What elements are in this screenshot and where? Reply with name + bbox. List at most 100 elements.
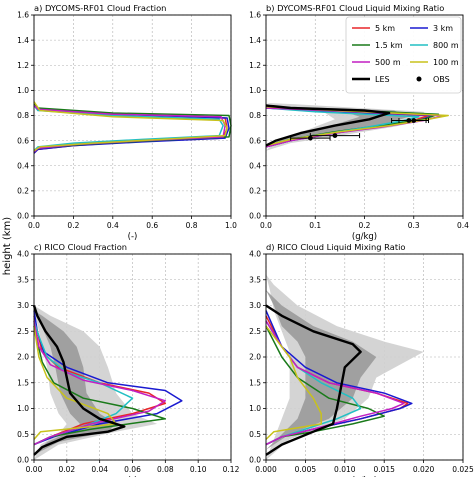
y-tick-label: 3.0 — [17, 301, 29, 310]
x-tick-label: 0.10 — [190, 465, 207, 474]
x-tick-label: 0.2 — [67, 221, 79, 230]
obs-point-3 — [411, 118, 417, 123]
y-tick-label: 2.5 — [249, 327, 261, 336]
line-1-5-km — [33, 325, 167, 446]
panel-title: d) RICO Cloud Liquid Mixing Ratio — [266, 242, 405, 252]
line-les — [265, 104, 391, 147]
y-tick-label: 1.6 — [249, 11, 261, 20]
legend-label: OBS — [433, 75, 450, 84]
y-tick-label: 1.2 — [17, 61, 29, 70]
x-tick-label: 0.4 — [457, 221, 469, 230]
legend-label: LES — [375, 75, 390, 84]
legend-item-5-km: 5 km — [352, 24, 395, 33]
legend-item-les: LES — [352, 75, 390, 84]
legend-item-800-m: 800 m — [410, 41, 459, 50]
legend-label: 800 m — [433, 41, 459, 50]
line-100-m — [33, 325, 117, 440]
line-500-m — [33, 320, 167, 446]
x-tick-label: 0.0 — [28, 221, 40, 230]
y-tick-label: 1.5 — [249, 378, 261, 387]
y-tick-label: 1.2 — [249, 61, 261, 70]
y-tick-label: 0.8 — [17, 111, 29, 120]
x-tick-label: 0.020 — [413, 465, 435, 474]
x-tick-label: 0.1 — [309, 221, 321, 230]
y-tick-label: 0.5 — [17, 430, 29, 439]
legend-item-obs: OBS — [416, 75, 450, 84]
legend-item-100-m: 100 m — [410, 58, 459, 67]
figure-ylabel: height (km) — [2, 217, 13, 275]
y-tick-label: 1.0 — [249, 86, 261, 95]
line-les — [32, 305, 126, 456]
x-tick-label: 1.0 — [225, 221, 237, 230]
x-tick-label: 0.0 — [260, 221, 272, 230]
legend-item-1-5-km: 1.5 km — [352, 41, 403, 50]
y-tick-label: 0.0 — [249, 456, 261, 465]
x-tick-label: 0.025 — [452, 465, 474, 474]
y-tick-label: 0.2 — [17, 187, 29, 196]
panel-1: 0.0 0.2 0.4 0.6 0.8 1.0 0.0 0.2 0.4 0.6 0.8 1.0 1.2 1… — [17, 3, 237, 242]
panel-title: c) RICO Cloud Fraction — [34, 242, 127, 252]
x-tick-label: 0.005 — [295, 465, 317, 474]
y-tick-label: 0.5 — [249, 430, 261, 439]
y-tick-label: 0.4 — [17, 161, 29, 170]
y-tick-label: 0.0 — [17, 456, 29, 465]
y-tick-label: 0.0 — [249, 212, 261, 221]
legend-item-3-km: 3 km — [410, 24, 453, 33]
x-tick-label: 0.06 — [124, 465, 141, 474]
y-tick-label: 2.0 — [17, 353, 29, 362]
y-tick-label: 2.0 — [249, 353, 261, 362]
y-tick-label: 3.5 — [17, 275, 29, 284]
obs-point-1 — [332, 133, 338, 139]
y-tick-label: 0.6 — [17, 136, 29, 145]
y-tick-label: 1.6 — [17, 11, 29, 20]
y-tick-label: 3.0 — [249, 301, 261, 310]
x-axis-label: (-) — [128, 232, 138, 242]
legend-item-500-m: 500 m — [352, 58, 401, 67]
band-spread-inner — [34, 310, 117, 455]
y-tick-label: 1.0 — [17, 86, 29, 95]
band-spread-inner — [266, 290, 377, 450]
legend-label: 5 km — [375, 24, 395, 33]
legend-label: 500 m — [375, 58, 401, 67]
y-tick-label: 0.2 — [249, 187, 261, 196]
x-tick-label: 0.04 — [91, 465, 108, 474]
x-axis-label: (g/kg) — [352, 232, 377, 242]
y-tick-label: 1.4 — [249, 36, 261, 45]
panel-4: 0.000 0.005 0.010 0.015 0.020 0.025 0.0 0.5 1.0 1… — [249, 242, 474, 477]
line-les — [265, 304, 362, 456]
legend-label: 3 km — [433, 24, 453, 33]
x-tick-label: 0.6 — [146, 221, 158, 230]
x-tick-label: 0.010 — [334, 465, 356, 474]
legend-label: 100 m — [433, 58, 459, 67]
y-tick-label: 1.0 — [17, 404, 29, 413]
y-tick-label: 4.0 — [249, 250, 261, 259]
panel-3: 0.00 0.02 0.04 0.06 0.08 0.10 0.12 0.0 0.5 1.0 1.5… — [17, 242, 240, 477]
y-tick-label: 2.5 — [17, 327, 29, 336]
y-tick-label: 0.4 — [249, 161, 261, 170]
y-tick-label: 0.8 — [249, 111, 261, 120]
line-100-m — [265, 325, 322, 440]
x-tick-label: 0.08 — [157, 465, 174, 474]
y-tick-label: 1.4 — [17, 36, 29, 45]
y-tick-label: 3.5 — [249, 275, 261, 284]
x-tick-label: 0.8 — [186, 221, 198, 230]
panel-title: b) DYCOMS-RF01 Cloud Liquid Mixing Ratio — [266, 3, 444, 13]
legend-marker-obs — [416, 76, 422, 82]
panel-title: a) DYCOMS-RF01 Cloud Fraction — [34, 3, 166, 13]
x-tick-label: 0.015 — [373, 465, 395, 474]
y-tick-label: 4.0 — [17, 250, 29, 259]
obs-point-0 — [307, 135, 313, 141]
legend-label: 1.5 km — [375, 41, 403, 50]
x-tick-label: 0.3 — [408, 221, 420, 230]
x-tick-label: 0.2 — [359, 221, 371, 230]
x-tick-label: 0.00 — [26, 465, 43, 474]
x-tick-label: 0.000 — [255, 465, 277, 474]
y-tick-label: 1.5 — [17, 378, 29, 387]
legend-box — [345, 16, 462, 94]
y-tick-label: 1.0 — [249, 404, 261, 413]
x-tick-label: 0.02 — [58, 465, 75, 474]
x-tick-label: 0.12 — [223, 465, 240, 474]
x-tick-label: 0.4 — [107, 221, 119, 230]
line-500-m — [265, 320, 405, 446]
